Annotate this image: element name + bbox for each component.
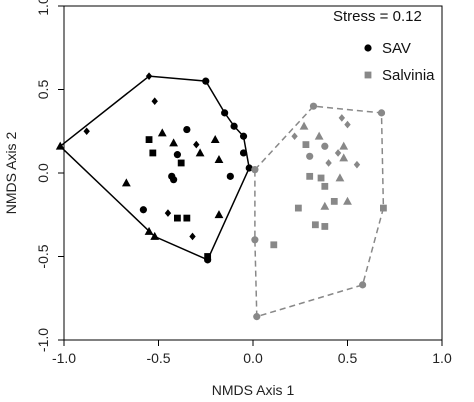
point-salvinia	[270, 241, 278, 249]
point-sav	[183, 214, 191, 222]
group-hulls	[59, 75, 385, 318]
y-axis: -1.0 -0.5 0.0 0.5 1.0	[35, 0, 64, 352]
x-axis: -1.0 -0.5 0.0 0.5 1.0	[52, 340, 452, 366]
point-salvinia	[330, 197, 338, 205]
legend: SAV Salvinia	[364, 40, 435, 84]
point-salvinia	[302, 141, 310, 149]
y-tick-label: -0.5	[35, 244, 51, 268]
point-sav	[151, 97, 158, 105]
point-salvinia	[344, 120, 351, 129]
point-salvinia	[321, 223, 329, 230]
point-salvinia	[253, 313, 261, 321]
point-salvinia	[306, 172, 314, 180]
y-tick-label: 0.5	[35, 80, 51, 100]
point-sav	[150, 231, 160, 240]
point-sav	[193, 140, 200, 149]
point-sav	[139, 206, 147, 214]
point-salvinia	[320, 201, 330, 210]
point-salvinia	[359, 281, 367, 289]
point-salvinia	[291, 132, 298, 141]
point-salvinia	[299, 121, 309, 130]
point-sav	[55, 141, 65, 150]
point-sav	[173, 151, 181, 159]
hull-sav	[59, 75, 250, 261]
point-salvinia	[335, 173, 345, 182]
point-salvinia	[317, 174, 325, 182]
point-salvinia	[377, 109, 386, 117]
legend-label-sav: SAV	[382, 40, 411, 57]
point-sav	[149, 149, 157, 157]
x-tick-label: 0.0	[243, 350, 263, 366]
point-sav	[204, 256, 212, 264]
point-sav	[230, 122, 238, 130]
y-axis-label: NMDS Axis 2	[3, 132, 19, 215]
point-salvinia	[294, 204, 302, 212]
point-salvinia	[339, 141, 349, 150]
x-axis-label: NMDS Axis 1	[212, 382, 295, 398]
point-sav	[145, 72, 153, 80]
point-salvinia	[334, 149, 342, 157]
x-tick-label: 1.0	[432, 350, 452, 366]
y-tick-label: 1.0	[35, 0, 51, 16]
point-salvinia	[380, 204, 387, 212]
point-sav	[195, 148, 205, 157]
point-sav	[174, 214, 181, 222]
point-salvinia	[325, 159, 332, 167]
x-tick-label: -0.5	[146, 350, 170, 366]
point-sav	[221, 109, 229, 117]
point-sav	[214, 155, 224, 164]
point-sav	[226, 172, 234, 180]
point-salvinia	[321, 182, 329, 190]
point-sav	[157, 128, 167, 137]
point-sav	[121, 178, 131, 187]
y-tick-label: 0.0	[35, 163, 51, 183]
point-salvinia	[311, 221, 319, 229]
point-salvinia	[314, 131, 324, 140]
legend-label-salvinia: Salvinia	[382, 67, 435, 84]
stress-annotation: Stress = 0.12	[333, 8, 422, 25]
y-tick-label: -1.0	[35, 328, 51, 352]
hull-salvinia	[254, 105, 385, 318]
point-sav	[189, 232, 196, 241]
data-points	[55, 72, 387, 321]
point-sav	[145, 136, 153, 143]
point-sav	[83, 127, 90, 136]
point-sav	[177, 159, 185, 167]
point-sav	[170, 176, 178, 184]
point-salvinia	[338, 114, 346, 122]
point-sav	[202, 77, 210, 85]
point-sav	[239, 149, 248, 157]
point-sav	[183, 125, 191, 134]
x-tick-label: 0.5	[338, 350, 358, 366]
point-salvinia	[353, 160, 361, 169]
point-salvinia	[251, 166, 259, 174]
point-salvinia	[339, 153, 349, 162]
point-salvinia	[251, 236, 259, 244]
legend-marker-sav	[364, 44, 372, 52]
point-sav	[214, 210, 224, 219]
point-salvinia	[309, 102, 318, 110]
point-salvinia	[343, 196, 352, 205]
point-sav	[245, 164, 253, 172]
point-sav	[144, 226, 154, 235]
point-sav	[169, 138, 179, 147]
legend-marker-salvinia	[364, 71, 372, 79]
point-sav	[239, 132, 248, 140]
x-tick-label: -1.0	[52, 350, 76, 366]
point-salvinia	[321, 142, 329, 150]
point-sav	[210, 135, 220, 143]
point-salvinia	[306, 152, 314, 160]
point-sav	[164, 209, 172, 217]
